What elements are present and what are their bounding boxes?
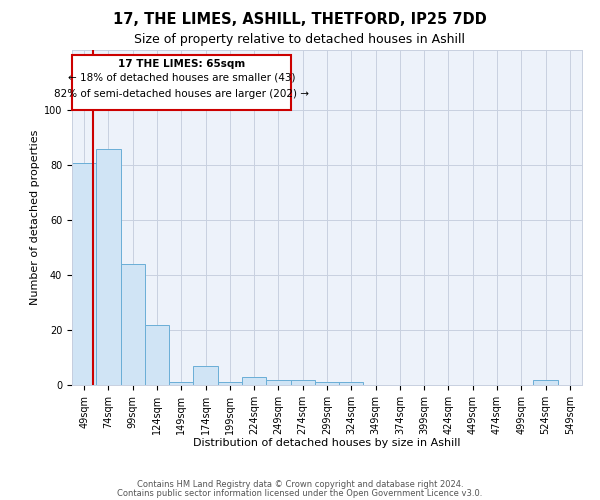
Text: ← 18% of detached houses are smaller (43): ← 18% of detached houses are smaller (43… (68, 72, 295, 83)
Text: Size of property relative to detached houses in Ashill: Size of property relative to detached ho… (134, 32, 466, 46)
Text: 17, THE LIMES, ASHILL, THETFORD, IP25 7DD: 17, THE LIMES, ASHILL, THETFORD, IP25 7D… (113, 12, 487, 28)
Bar (242, 377, 266, 385)
Text: 82% of semi-detached houses are larger (202) →: 82% of semi-detached houses are larger (… (54, 89, 309, 99)
Bar (193, 366, 218, 385)
Y-axis label: Number of detached properties: Number of detached properties (30, 130, 40, 305)
Bar (266, 380, 290, 385)
Text: Contains public sector information licensed under the Open Government Licence v3: Contains public sector information licen… (118, 488, 482, 498)
Bar (290, 380, 315, 385)
Bar (315, 382, 339, 385)
Text: Contains HM Land Registry data © Crown copyright and database right 2024.: Contains HM Land Registry data © Crown c… (137, 480, 463, 489)
Bar (169, 382, 193, 385)
Bar (533, 380, 558, 385)
Bar (72, 56, 290, 110)
X-axis label: Distribution of detached houses by size in Ashill: Distribution of detached houses by size … (193, 438, 461, 448)
Bar (72, 162, 96, 385)
Bar (218, 382, 242, 385)
Bar (121, 264, 145, 385)
Bar (145, 324, 169, 385)
Text: 17 THE LIMES: 65sqm: 17 THE LIMES: 65sqm (118, 58, 245, 68)
Bar (96, 149, 121, 385)
Bar (339, 382, 364, 385)
